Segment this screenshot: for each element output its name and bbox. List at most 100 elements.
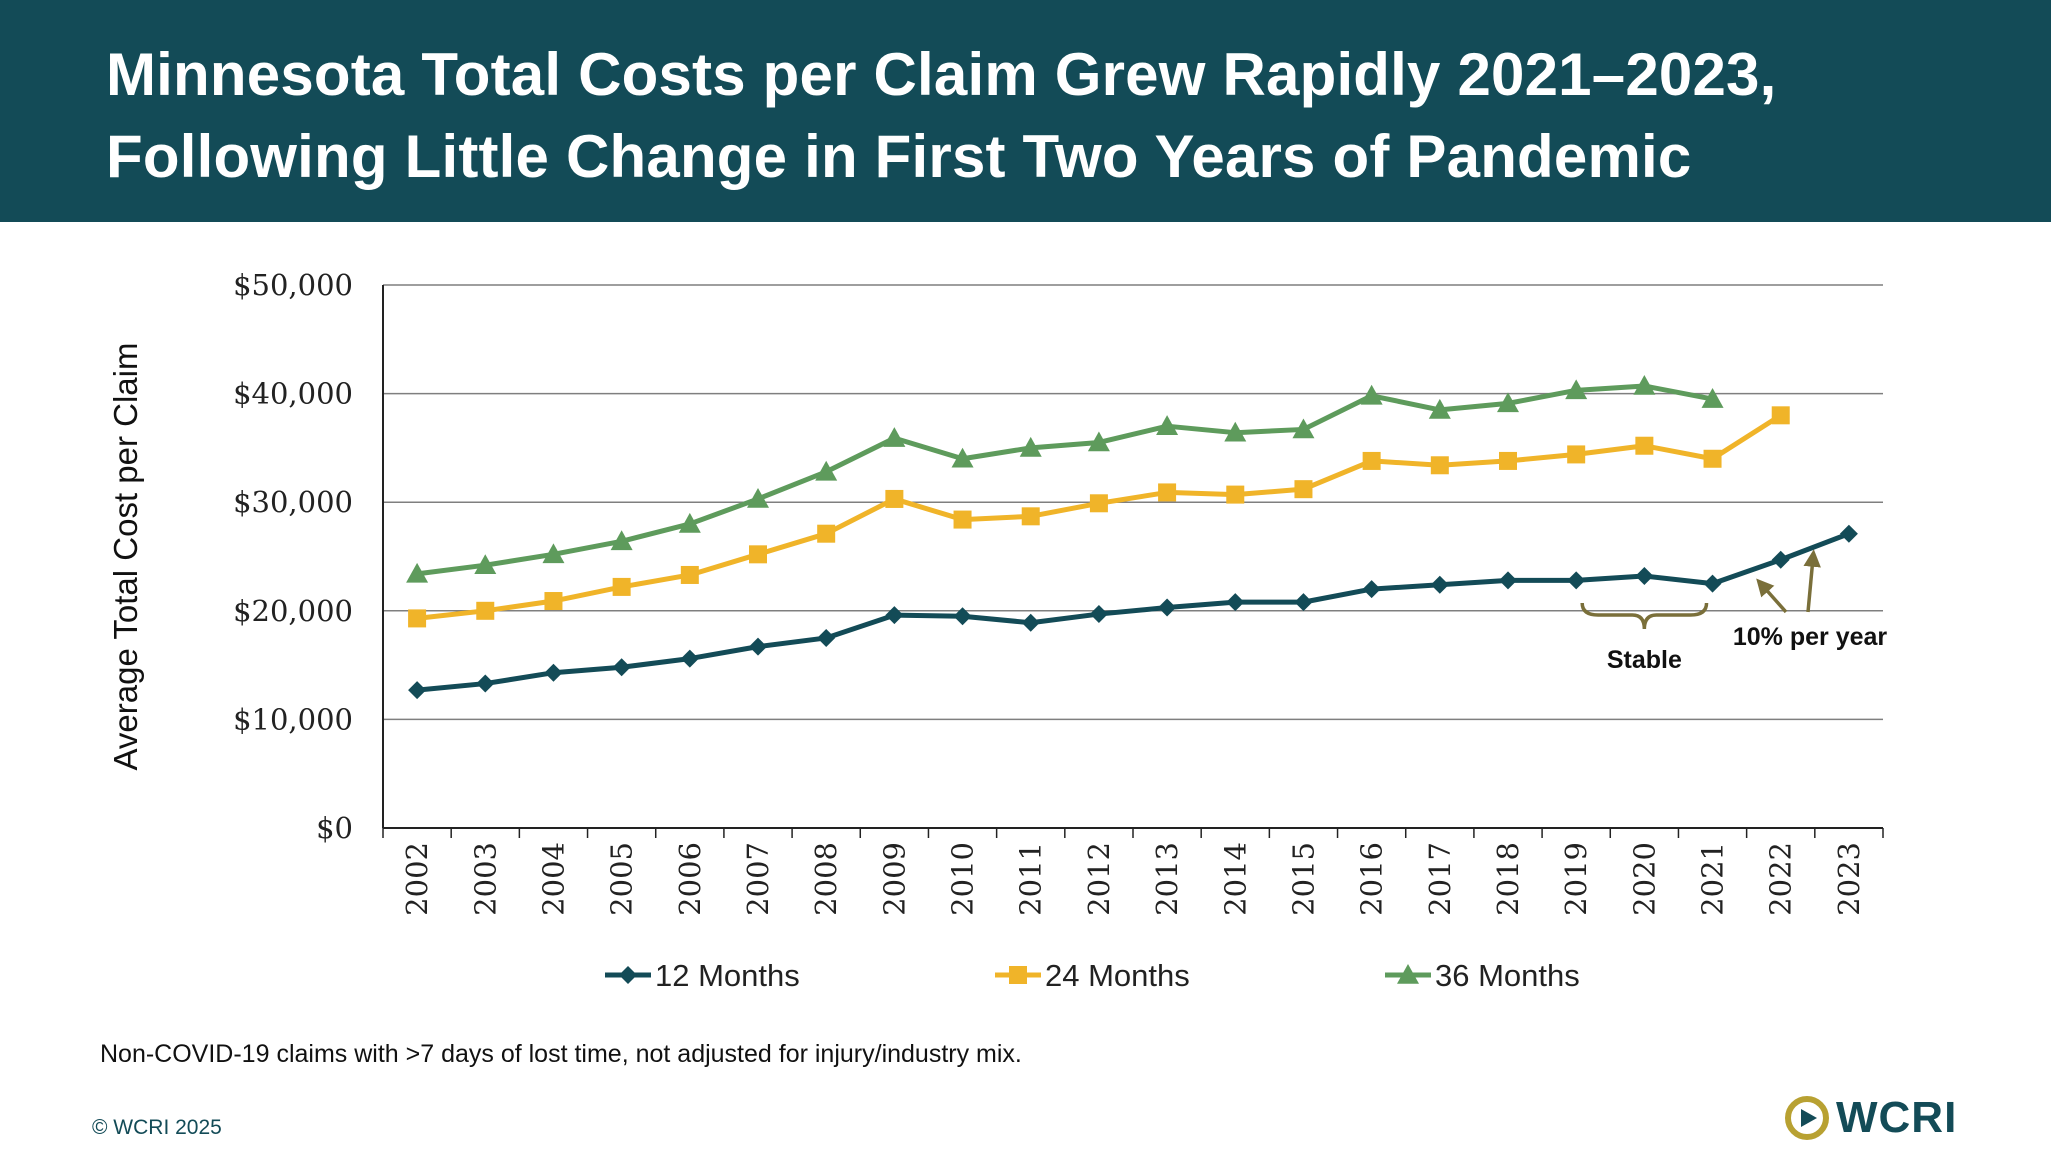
data-point bbox=[1158, 598, 1177, 617]
data-point bbox=[1294, 593, 1313, 612]
annotation-10pct: 10% per year bbox=[1733, 623, 1888, 651]
data-point bbox=[817, 524, 836, 543]
legend-label: 36 Months bbox=[1435, 958, 1580, 993]
data-point bbox=[883, 427, 906, 447]
data-point bbox=[953, 607, 972, 626]
x-tick-label: 2013 bbox=[1150, 842, 1184, 916]
header-banner: Minnesota Total Costs per Claim Grew Rap… bbox=[0, 0, 2051, 222]
data-point bbox=[1497, 392, 1519, 413]
data-point bbox=[1703, 574, 1722, 593]
data-point bbox=[1633, 374, 1656, 395]
data-point bbox=[1428, 398, 1451, 419]
data-point bbox=[1089, 494, 1108, 513]
data-point bbox=[680, 565, 699, 584]
x-tick-label: 2005 bbox=[605, 842, 639, 916]
x-tick-label: 2023 bbox=[1832, 842, 1866, 916]
wcri-logo-text: WCRI bbox=[1836, 1093, 1958, 1142]
y-tick-label: $50,000 bbox=[233, 268, 353, 302]
copyright-notice: © WCRI 2025 bbox=[92, 1116, 222, 1139]
y-tick-label: $30,000 bbox=[233, 485, 353, 519]
x-tick-label: 2016 bbox=[1355, 842, 1389, 916]
data-point bbox=[1771, 550, 1790, 569]
data-point bbox=[1021, 507, 1040, 526]
data-point bbox=[408, 609, 427, 628]
data-point bbox=[885, 606, 904, 625]
data-point bbox=[749, 637, 767, 656]
data-point bbox=[1499, 451, 1517, 470]
x-tick-label: 2017 bbox=[1423, 842, 1457, 916]
data-point bbox=[1839, 524, 1858, 543]
data-point bbox=[1158, 483, 1177, 502]
data-point bbox=[544, 663, 563, 682]
data-point bbox=[1019, 436, 1042, 457]
data-point bbox=[815, 460, 838, 481]
data-point bbox=[885, 489, 904, 508]
x-tick-label: 2010 bbox=[946, 842, 980, 916]
x-tick-label: 2020 bbox=[1627, 842, 1661, 916]
x-tick-label: 2003 bbox=[468, 842, 502, 916]
data-point bbox=[1226, 593, 1245, 612]
data-point bbox=[1224, 421, 1247, 442]
stable-bracket bbox=[1580, 602, 1709, 630]
data-point bbox=[1087, 431, 1110, 452]
line-chart: $0 $10,000 $20,000 $30,000 $40,000 $50,000 200… bbox=[107, 268, 1888, 993]
x-tick-label: 2002 bbox=[400, 842, 434, 916]
data-point bbox=[1703, 449, 1722, 468]
data-point bbox=[951, 447, 974, 468]
legend-marker bbox=[1009, 966, 1027, 984]
data-point bbox=[610, 530, 633, 551]
legend-label: 12 Months bbox=[655, 958, 800, 993]
data-point bbox=[474, 554, 497, 574]
legend-marker bbox=[619, 966, 637, 984]
data-point bbox=[678, 512, 701, 533]
x-tick-label: 2004 bbox=[536, 842, 570, 916]
data-point bbox=[747, 487, 769, 508]
y-tick-label: $20,000 bbox=[233, 594, 353, 628]
x-tick-label: 2012 bbox=[1082, 842, 1116, 916]
x-tick-label: 2009 bbox=[877, 842, 911, 916]
data-point bbox=[406, 562, 429, 583]
data-point bbox=[817, 628, 836, 647]
wcri-logo-icon bbox=[1785, 1096, 1829, 1140]
x-tick-label: 2008 bbox=[809, 842, 843, 916]
series-line-3 bbox=[416, 383, 1714, 577]
page-title-line-2: Following Little Change in First Two Yea… bbox=[106, 123, 1692, 190]
data-point bbox=[1089, 605, 1108, 624]
y-tick-label: $10,000 bbox=[233, 702, 353, 736]
y-tick-label: $0 bbox=[316, 811, 353, 845]
page-title-line-1: Minnesota Total Costs per Claim Grew Rap… bbox=[106, 41, 1777, 108]
data-point bbox=[680, 649, 699, 668]
data-point bbox=[1635, 567, 1654, 586]
data-point bbox=[1360, 384, 1383, 405]
x-tick-label: 2014 bbox=[1218, 842, 1252, 916]
data-point bbox=[612, 577, 631, 596]
wcri-logo: WCRI bbox=[1784, 1092, 1957, 1144]
y-tick-label: $40,000 bbox=[233, 377, 353, 411]
data-point bbox=[1362, 451, 1381, 470]
data-point bbox=[1430, 575, 1449, 594]
series-line-1 bbox=[416, 531, 1850, 693]
data-point bbox=[544, 592, 563, 611]
legend-marker bbox=[1397, 964, 1419, 984]
footnote: Non-COVID-19 claims with >7 days of lost… bbox=[100, 1040, 1022, 1068]
data-point bbox=[1567, 445, 1586, 464]
x-tick-label: 2006 bbox=[673, 842, 707, 916]
data-point bbox=[1362, 580, 1381, 599]
x-tick-label: 2019 bbox=[1559, 842, 1593, 916]
annotation-stable: Stable bbox=[1607, 646, 1682, 674]
x-tick-label: 2015 bbox=[1286, 842, 1320, 916]
data-point bbox=[476, 601, 495, 620]
data-point bbox=[542, 543, 565, 564]
legend-label: 24 Months bbox=[1045, 958, 1190, 993]
x-tick-label: 2022 bbox=[1764, 842, 1798, 916]
arrow-10pct-left bbox=[1756, 578, 1788, 614]
data-point bbox=[1499, 571, 1517, 590]
data-point bbox=[1701, 388, 1724, 408]
data-point bbox=[612, 658, 631, 677]
data-point bbox=[749, 545, 767, 564]
data-point bbox=[408, 681, 427, 700]
data-point bbox=[1156, 415, 1179, 435]
data-point bbox=[1294, 480, 1313, 499]
x-tick-label: 2018 bbox=[1491, 842, 1525, 916]
data-point bbox=[1021, 613, 1040, 632]
